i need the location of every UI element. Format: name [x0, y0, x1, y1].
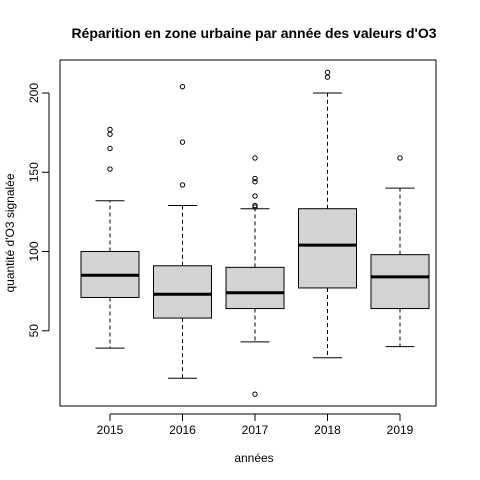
- x-tick-label: 2019: [387, 423, 414, 437]
- box-iqr: [298, 208, 357, 289]
- y-axis: 50 100 150 200: [27, 83, 50, 338]
- outlier-point: [107, 131, 113, 137]
- outlier-point: [324, 69, 331, 76]
- x-axis: 2015 2016 2017 2018 2019: [97, 413, 414, 437]
- outlier-point: [252, 193, 258, 199]
- box-2016: [153, 83, 212, 379]
- outlier-point: [179, 139, 186, 145]
- y-tick-label: 200: [27, 83, 41, 103]
- outlier-point: [252, 155, 258, 161]
- box-2019: [370, 155, 430, 348]
- plot-frame: [59, 59, 437, 407]
- box-iqr: [153, 265, 212, 319]
- plot-layer: [80, 69, 430, 397]
- box-iqr: [370, 254, 430, 310]
- outlier-point: [107, 166, 113, 172]
- x-tick-label: 2018: [314, 423, 341, 437]
- outlier-point: [252, 204, 258, 210]
- x-tick-label: 2015: [97, 423, 124, 437]
- box-2015: [80, 126, 140, 349]
- outlier-point: [107, 145, 113, 152]
- outlier-point: [252, 391, 258, 397]
- outlier-point: [252, 175, 258, 182]
- y-axis-label: quantité d'O3 signalée: [3, 173, 17, 292]
- outlier-point: [179, 182, 186, 188]
- outlier-point: [107, 126, 113, 133]
- outlier-point: [179, 83, 186, 90]
- x-tick-label: 2016: [169, 423, 196, 437]
- outlier-point: [397, 155, 403, 161]
- outlier-point: [252, 202, 258, 209]
- box-iqr: [225, 266, 285, 310]
- y-tick-label: 150: [27, 162, 41, 182]
- y-tick-label: 100: [27, 241, 41, 261]
- outlier-point: [324, 74, 331, 80]
- x-tick-label: 2017: [242, 423, 269, 437]
- chart-title: Réparition en zone urbaine par année des…: [71, 25, 436, 41]
- y-tick-label: 50: [27, 324, 41, 338]
- box-2018: [298, 69, 357, 359]
- box-2017: [225, 155, 285, 397]
- x-axis-label: années: [234, 451, 273, 465]
- outlier-point: [252, 179, 258, 185]
